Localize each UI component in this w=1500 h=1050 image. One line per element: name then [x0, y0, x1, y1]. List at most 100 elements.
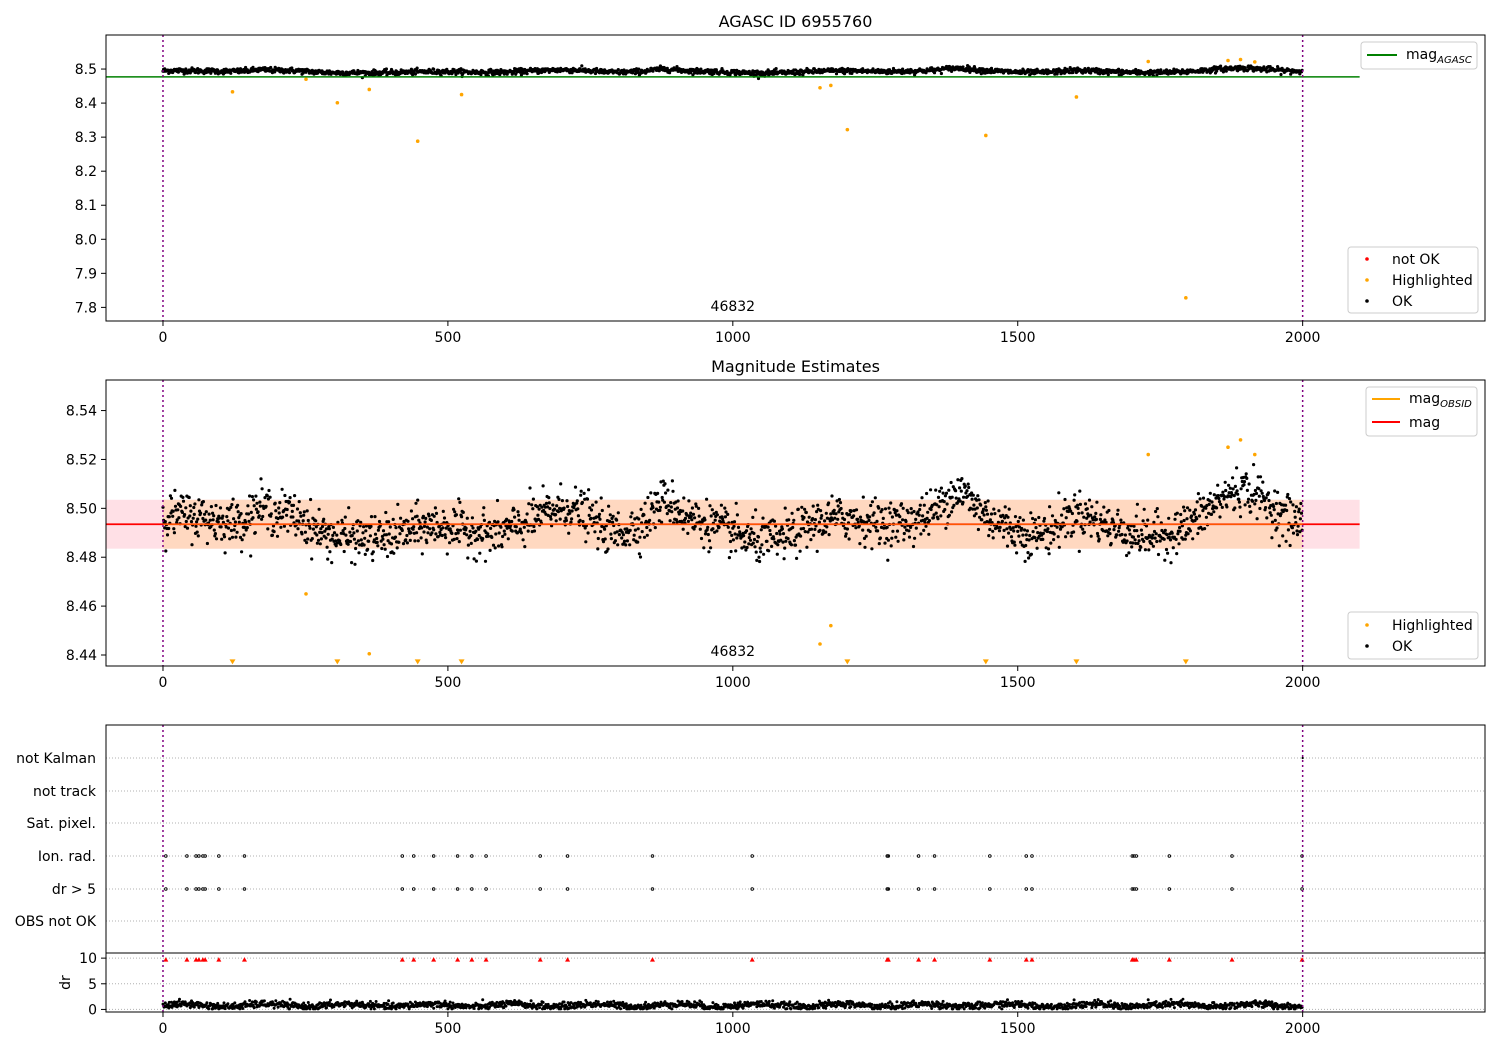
panel2-ok-point [817, 520, 822, 524]
panel2-ok-point [320, 531, 324, 535]
panel2-ok-point [380, 546, 384, 551]
panel2-ok-point [176, 508, 180, 512]
panel2-ok-point [1277, 544, 1281, 548]
panel2-ok-point [1034, 539, 1039, 543]
panel2-ok-point [493, 546, 497, 550]
panel2-ok-point [986, 499, 990, 503]
panel2-ok-point [399, 516, 403, 520]
panel2-ok-point [409, 531, 413, 535]
panel2-ok-point [762, 552, 766, 556]
panel2-ok-point [1002, 528, 1006, 533]
panel2-legend-mag-label: mag [1409, 415, 1440, 431]
panel3-flag-point [185, 854, 189, 858]
panel2-ok-point [1264, 506, 1268, 510]
panel1-ok-point [1219, 64, 1223, 68]
panel3-flag-point [217, 887, 221, 891]
panel2-ok-point [899, 502, 904, 506]
panel2-ok-point [357, 551, 361, 555]
panel2-ok-point [837, 497, 842, 502]
panel1-ok-point [479, 73, 483, 77]
panel2-ok-point [971, 507, 975, 511]
panel2-ok-point [790, 511, 794, 515]
panel2-ok-point [1200, 504, 1204, 508]
panel2-ok-point [735, 513, 740, 517]
panel2-ok-point [609, 532, 613, 536]
panel2-ok-point [742, 545, 746, 549]
panel2-ok-point [947, 513, 952, 517]
panel2-ok-point [1210, 500, 1214, 504]
panel2-ok-point [477, 533, 481, 538]
panel3-flag-point [750, 887, 754, 891]
panel3-dr-point [529, 999, 533, 1003]
panel2-ok-point [481, 513, 485, 517]
panel3-dr-point [250, 1000, 254, 1004]
panel2-ok-point [1012, 540, 1016, 544]
panel2-ok-point [1011, 526, 1015, 530]
panel2-ok-point [196, 534, 200, 538]
panel2-ok-point [285, 513, 289, 517]
panel2-ok-point [709, 546, 713, 550]
panel2-ok-point [827, 501, 831, 505]
panel2-ok-point [1254, 491, 1259, 496]
panel2-ok-point [532, 529, 537, 533]
panel2-ok-point [845, 527, 850, 531]
panel2-ok-point [394, 526, 398, 530]
panel2-ok-point [1254, 498, 1258, 502]
panel2-ok-point [756, 535, 761, 539]
panel2-ok-point [1287, 497, 1292, 501]
panel2-ok-point [894, 535, 898, 539]
panel2-ok-point [218, 506, 223, 510]
panel2-ok-point [645, 533, 649, 537]
panel3-dr-point [327, 1000, 331, 1004]
panel2-ok-point [1238, 505, 1242, 509]
panel2-ok-point [608, 519, 612, 524]
panel3-flag-point [1030, 854, 1034, 858]
panel2-ok-point [227, 508, 231, 512]
panel3-dr-point [457, 1003, 461, 1007]
panel2-ok-point [729, 549, 733, 554]
panel3-flag-point [916, 887, 921, 891]
panel2-ok-point [392, 551, 396, 555]
panel2-ok-point [523, 545, 527, 549]
panel2-ok-point [371, 550, 375, 554]
panel2-ok-point [1005, 527, 1009, 531]
panel2-ok-point [613, 539, 618, 543]
panel2-ok-point [199, 511, 203, 515]
panel2-ok-point [1116, 508, 1120, 512]
panel2-ok-point [963, 484, 967, 488]
panel1-ok-point [939, 71, 944, 76]
panel2-ok-point [792, 518, 796, 522]
panel2-ok-point [254, 507, 258, 511]
panel2-ok-point [1009, 527, 1013, 532]
panel2-ok-point [638, 555, 643, 559]
panel2-ok-point [437, 525, 441, 529]
panel2-ok-point [906, 510, 910, 515]
panel2-ok-point [783, 506, 787, 510]
panel1-ok-point [269, 65, 273, 70]
panel2-ok-point [319, 537, 323, 541]
panel2-ok-point [356, 519, 360, 523]
panel2-ok-point [645, 525, 649, 530]
panel2-ok-point [707, 539, 712, 543]
panel1-ytick-label: 7.8 [75, 300, 97, 316]
panel2-ok-point [770, 544, 774, 549]
panel2-ok-point [388, 525, 392, 529]
panel2-ok-point [201, 516, 205, 521]
panel3-flag-point [650, 854, 655, 858]
panel2-ok-point [245, 526, 249, 530]
panel3-flag-point [565, 854, 570, 858]
panel3-flag-point [185, 887, 189, 891]
panel2-ok-point [1181, 537, 1185, 541]
panel2-ok-point [285, 507, 289, 512]
panel3-dr-point [288, 997, 292, 1001]
panel2-ok-point [1136, 534, 1141, 538]
panel2-ok-point [693, 524, 697, 529]
panel2-ok-point [593, 530, 597, 534]
panel3-dr-point [448, 1000, 452, 1004]
panel2-ok-point [181, 499, 186, 503]
panel2-ok-point [363, 552, 367, 557]
panel2-ok-point [352, 537, 356, 541]
panel2-ok-point [783, 546, 787, 550]
panel2-ok-point [555, 504, 559, 508]
